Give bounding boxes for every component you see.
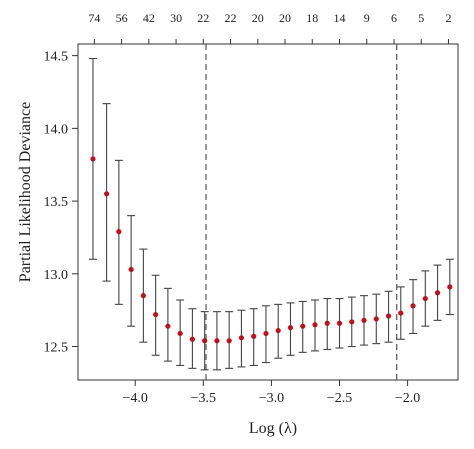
top-tick-label: 14 [334,11,346,25]
data-point [165,323,171,329]
data-point [434,290,441,296]
data-point [324,320,330,326]
top-tick-label: 22 [225,11,237,25]
y-axis-title: Partial Likelihood Deviance [17,102,34,282]
data-point [214,338,220,344]
data-point [275,327,281,334]
plot-border [77,43,459,381]
top-tick-label: 20 [252,11,264,25]
top-tick-label: 9 [364,11,370,25]
data-point [398,310,404,316]
data-point [336,320,343,326]
y-axis: 12.5 13.0 13.5 14.0 14.5 [44,50,78,356]
y-tick-label: 13.5 [44,195,69,210]
top-tick-label: 5 [418,11,424,25]
top-tick-label: 18 [306,11,318,25]
y-tick-label: 14.0 [44,122,69,137]
top-tick-label: 22 [197,11,209,25]
data-point [202,338,208,344]
plot-frame [77,43,459,381]
x-axis: −4.0 −3.5 −3.0 −2.5 −2.0 [123,380,420,406]
data-point [263,330,269,337]
data-point [140,293,146,299]
data-point [349,319,355,325]
top-tick-label: 30 [170,11,182,25]
top-tick-label: 2 [445,11,451,25]
data-point [238,335,245,341]
top-axis: 74 56 42 30 22 22 20 20 18 14 9 6 5 2 [88,11,451,44]
reference-lines [205,44,398,380]
data-point [312,322,318,328]
x-tick-label: −4.0 [123,391,148,406]
data-point [447,284,453,290]
data-point [251,333,257,339]
y-tick-label: 13.0 [44,268,69,283]
data-point [410,303,416,309]
data-point [287,325,294,331]
data-point [300,323,306,329]
data-point [385,313,392,319]
x-axis-title: Log (λ) [249,420,297,437]
x-tick-label: −2.5 [327,391,352,406]
error-bars [88,57,454,371]
x-tick-label: −3.0 [259,391,284,406]
y-tick-label: 14.5 [44,50,69,65]
top-tick-label: 20 [279,11,291,25]
data-point [177,330,183,337]
data-point [104,191,110,197]
data-point [373,316,379,322]
data-point [153,311,159,318]
top-tick-label: 74 [88,11,100,25]
data-point [189,336,196,342]
data-points [90,156,453,344]
data-point [116,229,122,235]
x-tick-label: −2.0 [395,391,420,406]
top-tick-label: 56 [116,11,128,25]
data-point [422,295,428,302]
data-point [361,317,367,323]
data-point [226,338,232,344]
x-tick-label: −3.5 [191,391,216,406]
top-tick-label: 42 [143,11,155,25]
y-tick-label: 12.5 [44,341,69,356]
data-point [128,266,134,273]
data-point [90,156,96,162]
top-tick-label: 6 [391,11,397,25]
